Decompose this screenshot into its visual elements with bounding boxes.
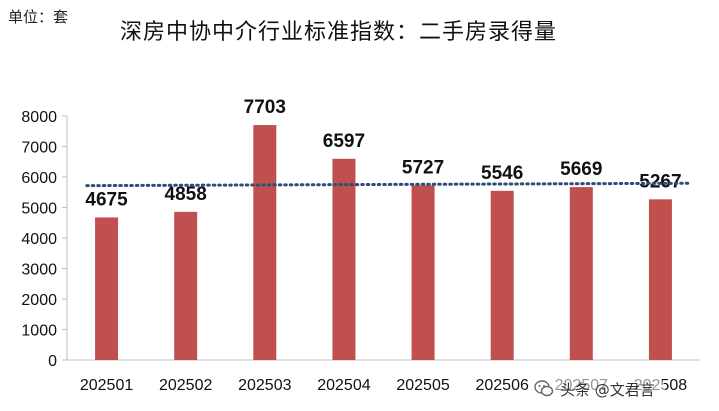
chart-title: 深房中协中介行业标准指数：二手房录得量	[120, 20, 558, 45]
unit-label: 单位：套	[8, 8, 69, 26]
watermark-text: 头条 @文君言	[560, 380, 655, 399]
data-label: 5727	[402, 157, 444, 178]
data-label: 4675	[85, 189, 128, 210]
y-tick-label: 0	[48, 353, 57, 370]
y-tick-label: 1000	[21, 323, 57, 340]
bar	[95, 217, 119, 360]
y-tick-label: 4000	[21, 231, 57, 248]
x-tick-label: 202501	[80, 377, 133, 394]
bar	[648, 199, 672, 360]
y-tick-label: 5000	[21, 201, 57, 218]
x-tick-label: 202502	[159, 377, 212, 394]
x-tick-label: 202505	[396, 377, 449, 394]
data-label: 7703	[244, 97, 286, 118]
y-tick-label: 7000	[21, 140, 57, 157]
data-label: 4858	[165, 184, 207, 205]
bar	[490, 190, 514, 360]
bar	[174, 211, 198, 360]
y-tick-label: 6000	[21, 170, 57, 187]
watermark: 头条 @文君言	[528, 374, 665, 404]
y-tick-label: 3000	[21, 262, 57, 279]
bar	[253, 125, 277, 360]
x-tick-label: 202503	[238, 377, 291, 394]
x-tick-label: 202506	[475, 377, 528, 394]
data-label: 5546	[481, 163, 523, 184]
data-label: 5267	[639, 171, 681, 192]
bar	[569, 187, 593, 360]
y-tick-label: 8000	[21, 109, 57, 126]
wechat-icon	[534, 380, 554, 397]
trendline	[85, 181, 690, 188]
data-label: 6597	[323, 131, 365, 152]
data-label: 5669	[560, 159, 602, 180]
bar	[411, 185, 435, 360]
y-tick-label: 2000	[21, 292, 57, 309]
bar	[332, 158, 356, 360]
x-tick-label: 202504	[317, 377, 370, 394]
